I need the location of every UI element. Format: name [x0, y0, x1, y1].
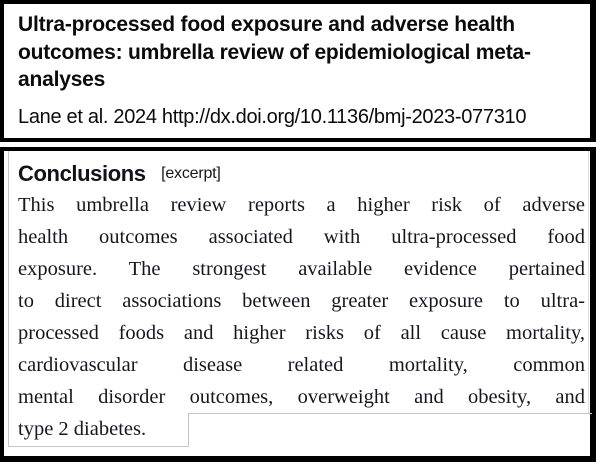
paragraph-line: health outcomes associated with ultra-pr… [18, 226, 585, 248]
excerpt-tag: [excerpt] [161, 165, 221, 182]
fragment-edge-left [8, 151, 9, 446]
conclusions-paragraph: This umbrella review reports a higher ri… [18, 189, 585, 445]
conclusions-card: Conclusions [excerpt] This umbrella revi… [0, 147, 596, 462]
paragraph-line: cardiovascular disease related mortality… [18, 354, 585, 376]
fragment-edge-right [588, 151, 589, 413]
conclusions-heading: Conclusions [18, 161, 146, 186]
paragraph-line: This umbrella review reports a higher ri… [18, 194, 585, 216]
paper-header-content: Ultra-processed food exposure and advers… [18, 11, 580, 129]
conclusions-heading-row: Conclusions [excerpt] [18, 157, 585, 187]
fragment-edge-bottom [8, 446, 189, 447]
paper-title: Ultra-processed food exposure and advers… [18, 13, 531, 91]
paragraph-line: exposure. The strongest available eviden… [18, 258, 585, 280]
paragraph-line: processed foods and higher risks of all … [18, 322, 585, 344]
paper-header-card: Ultra-processed food exposure and advers… [0, 0, 596, 142]
citation-doi-text: Lane et al. 2024 http://dx.doi.org/10.11… [18, 105, 527, 128]
fragment-edge-step-horizontal [188, 413, 592, 414]
fragment-edge-step-vertical [188, 413, 189, 446]
paragraph-line: to direct associations between greater e… [18, 290, 585, 312]
paragraph-line: mental disorder outcomes, overweight and… [18, 386, 585, 408]
conclusions-section: Conclusions [excerpt] This umbrella revi… [18, 157, 585, 445]
paragraph-line: type 2 diabetes. [18, 418, 147, 440]
